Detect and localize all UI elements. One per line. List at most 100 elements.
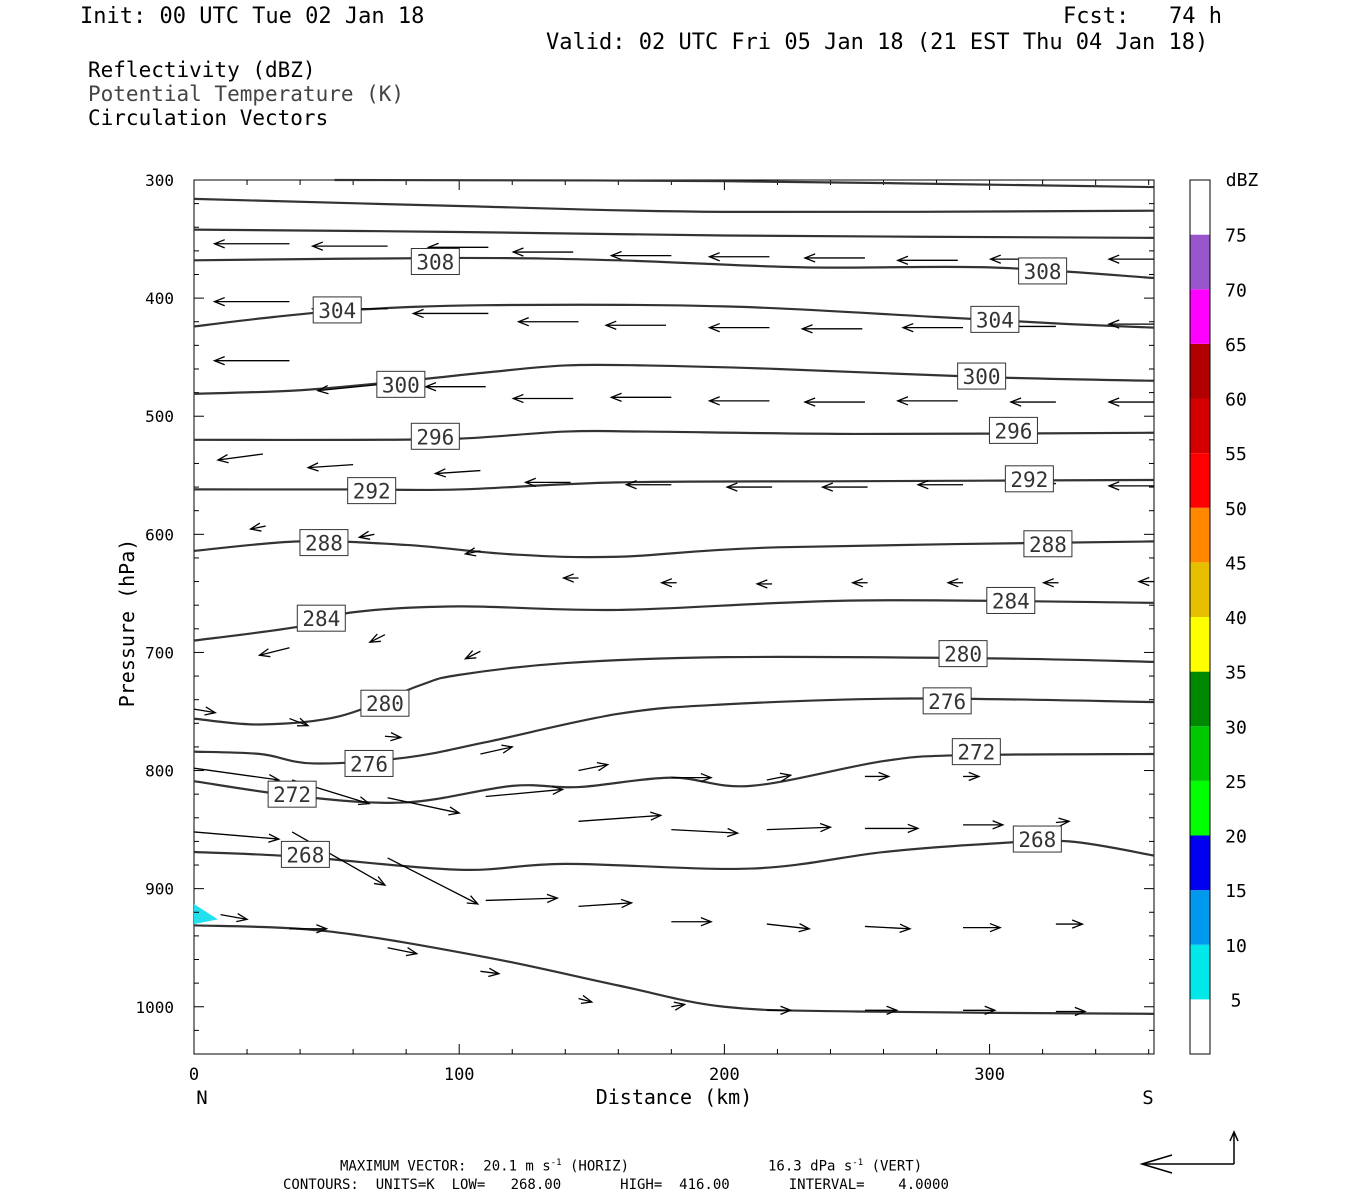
contour-label-box [312,296,362,324]
circulation-vector [864,823,920,834]
contour-label-272: 272 [957,741,995,765]
colorbar-title: dBZ [1226,170,1259,191]
circulation-vector [485,785,565,798]
circulation-vector [1055,919,1085,929]
colorbar-label-20: 20 [1225,827,1247,848]
circulation-vector [1041,578,1059,588]
circulation-vector [387,857,480,905]
circulation-vector [864,1005,899,1015]
circulation-vector [671,917,713,927]
contour-label-280: 280 [944,643,982,667]
theta-contour-296 [193,429,1155,442]
circulation-vector [220,912,249,923]
circulation-vector [820,482,868,492]
colorbar-swatch [1190,507,1210,563]
circulation-vector [803,253,865,263]
contour-label-box [1023,530,1073,558]
contour-label-284: 284 [992,589,1030,613]
theta-contour-unlabeled-14 [193,924,1155,1015]
circulation-vector [896,255,958,265]
contour-label-300: 300 [382,373,420,397]
circulation-vector [896,396,958,406]
contour-label-276: 276 [928,690,966,714]
colorbar-label-30: 30 [1225,717,1247,738]
circulation-vector [901,322,964,333]
contour-label-288: 288 [1029,533,1067,557]
contour-label-box [988,416,1038,444]
contour-label-box [376,370,426,398]
contour-label-box [922,687,972,715]
circulation-vector [212,296,290,307]
contour-label-268: 268 [286,843,324,867]
contour-label-296: 296 [994,419,1032,443]
contour-label-308: 308 [416,250,454,274]
circulation-vector [963,820,1005,830]
forecast-hour: Fcst: 74 h [1063,4,1222,29]
circulation-vector [411,308,489,319]
colorbar-label-10: 10 [1225,936,1247,957]
contour-label-300: 300 [963,365,1001,389]
colorbar-frame [1189,179,1211,1055]
y-tick-label-400: 400 [145,289,174,308]
max-vector-vert: (VERT) [863,1158,923,1175]
x-axis-label: Distance (km) [596,1085,753,1109]
valid-time: Valid: 02 UTC Fri 05 Jan 18 (21 EST Thu … [546,30,1209,55]
circulation-vector [463,547,481,557]
colorbar-label-75: 75 [1225,226,1247,247]
contours-info: CONTOURS: UNITS=K LOW= 268.00 HIGH= 416.… [283,1177,949,1193]
circulation-vector [291,831,387,886]
x-tick-label-0: 0 [189,1065,199,1085]
circulation-vector [578,994,594,1004]
colorbar-swatch [1190,726,1210,781]
circulation-vector [707,252,770,262]
contour-label-box [957,362,1007,390]
theta-contour-276 [193,697,1155,765]
contour-label-box [970,305,1020,333]
colorbar-label-15: 15 [1225,881,1247,902]
contour-label-box [1012,825,1062,853]
circulation-vector [357,530,375,540]
contour-label-box [267,780,317,808]
circulation-vector [523,477,571,488]
theta-contour-unlabeled-0 [334,178,1155,189]
ref-vertical-arrowhead [1229,1130,1239,1142]
max-vector-prefix: MAXIMUM VECTOR: 20.1 m s [340,1158,551,1175]
circulation-vector [963,922,1002,933]
circulation-vector [578,811,663,822]
max-vector-vert-prefix: 16.3 dPa s [768,1158,853,1175]
theta-contour-unlabeled-1 [193,197,1155,214]
colorbar-label-45: 45 [1225,553,1247,574]
colorbar-label-55: 55 [1225,444,1247,465]
contour-label-284: 284 [302,607,340,631]
circulation-vector [248,522,266,532]
circulation-vector [725,482,773,492]
colorbar-label-70: 70 [1225,280,1247,301]
circulation-vector [609,392,672,403]
max-vector-horiz: (HORIZ) [561,1158,629,1175]
contour-label-280: 280 [366,692,404,716]
contour-label-box [951,738,1001,766]
colorbar-swatch [1190,180,1210,235]
theta-contour-304 [193,303,1155,329]
contour-label-304: 304 [318,299,356,323]
theta-contour-308 [193,256,1155,280]
colorbar-label-40: 40 [1225,608,1247,629]
circulation-vector [387,947,419,957]
field-reflectivity: Reflectivity (dBZ) [88,58,316,82]
y-tick-label-700: 700 [145,643,174,662]
colorbar-swatch [1190,562,1210,617]
contour-label-box [986,586,1036,614]
circulation-vector [800,324,863,334]
circulation-vector [671,827,740,838]
x-tick-label-100: 100 [444,1065,475,1085]
y-tick-label-800: 800 [145,762,174,781]
colorbar-swatch [1190,999,1210,1054]
circulation-vector [1107,397,1154,407]
circulation-vector [1107,319,1154,329]
circulation-vector [671,772,713,783]
contour-label-box [296,604,346,632]
circulation-vector [516,317,579,327]
colorbar-swatch [1190,835,1210,891]
field-potential-temperature: Potential Temperature (K) [88,82,405,106]
